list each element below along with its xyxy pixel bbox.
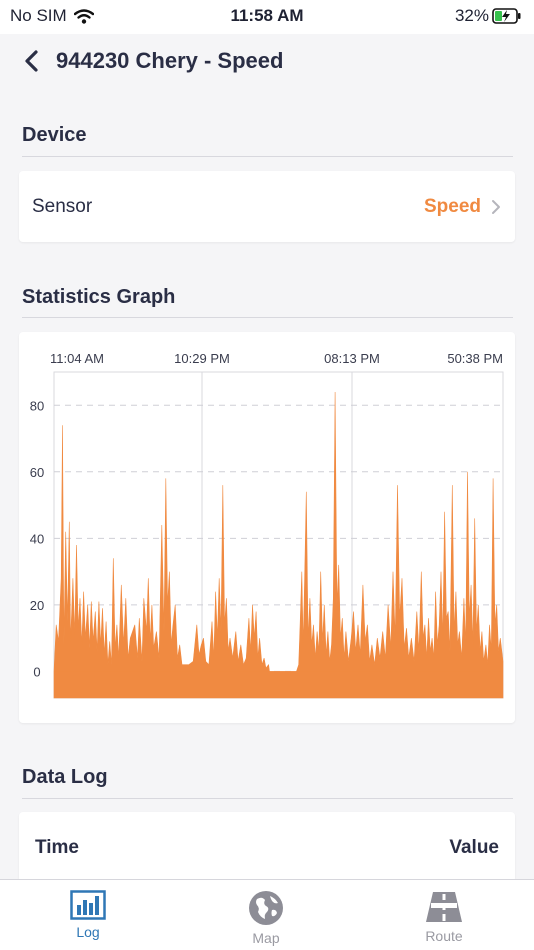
chart-y-tick-label: 80: [30, 398, 44, 413]
chart-x-tick-label: 50:38 PM: [447, 351, 503, 366]
chart-y-tick-label: 0: [33, 664, 40, 679]
chart-x-tick-label: 10:29 PM: [174, 351, 230, 366]
status-battery: 32%: [455, 6, 522, 26]
status-bar: No SIM 11:58 AM 32%: [0, 0, 534, 34]
tab-log[interactable]: Log: [43, 880, 133, 950]
carrier-label: No SIM: [10, 6, 67, 25]
chart-speed-area: [53, 391, 504, 699]
status-carrier: No SIM: [10, 6, 94, 26]
globe-icon: [249, 891, 283, 925]
chart-y-tick-label: 40: [30, 531, 44, 546]
data-log-header: Time Value: [19, 812, 515, 882]
sensor-row[interactable]: Sensor Speed: [19, 171, 515, 242]
bar-chart-icon: [70, 890, 106, 920]
chevron-right-icon: [492, 200, 500, 214]
log-col-value: Value: [449, 837, 499, 858]
page-title: 944230 Chery - Speed: [56, 48, 284, 73]
tab-map[interactable]: Map: [221, 880, 311, 950]
data-log-divider: [22, 798, 513, 799]
chart-y-tick-label: 20: [30, 598, 44, 613]
status-time: 11:58 AM: [230, 6, 304, 25]
battery-charging-icon: [492, 8, 521, 24]
stats-heading: Statistics Graph: [22, 286, 176, 308]
tab-log-label: Log: [76, 924, 100, 940]
battery-percent: 32%: [454, 6, 489, 25]
sensor-label: Sensor: [32, 196, 93, 217]
chart-baseline-band: [54, 671, 503, 698]
device-heading: Device: [22, 124, 87, 146]
road-icon: [426, 892, 462, 922]
chart-x-tick-label: 11:04 AM: [50, 351, 104, 366]
stats-divider: [22, 317, 513, 318]
wifi-icon: [73, 8, 94, 24]
log-col-time: Time: [35, 837, 80, 858]
tab-map-label: Map: [252, 930, 280, 946]
tab-bar: Log Map Route: [0, 879, 534, 950]
statistics-chart: 0 20 40 60 80 11:04 AM 10:29 PM 08:13 PM 50:38 P…: [30, 351, 504, 699]
chart-x-tick-label: 08:13 PM: [324, 351, 380, 366]
data-log-heading: Data Log: [22, 766, 108, 788]
back-chevron-icon[interactable]: [18, 46, 48, 76]
chart-y-tick-label: 60: [30, 465, 44, 480]
statistics-chart-card: 0 20 40 60 80 11:04 AM 10:29 PM 08:13 PM 50:38 P…: [19, 332, 515, 723]
tab-route[interactable]: Route: [399, 880, 489, 950]
sensor-value: Speed: [423, 196, 481, 217]
device-divider: [22, 156, 513, 157]
tab-route-label: Route: [425, 928, 463, 944]
nav-bar: 944230 Chery - Speed: [0, 34, 534, 92]
